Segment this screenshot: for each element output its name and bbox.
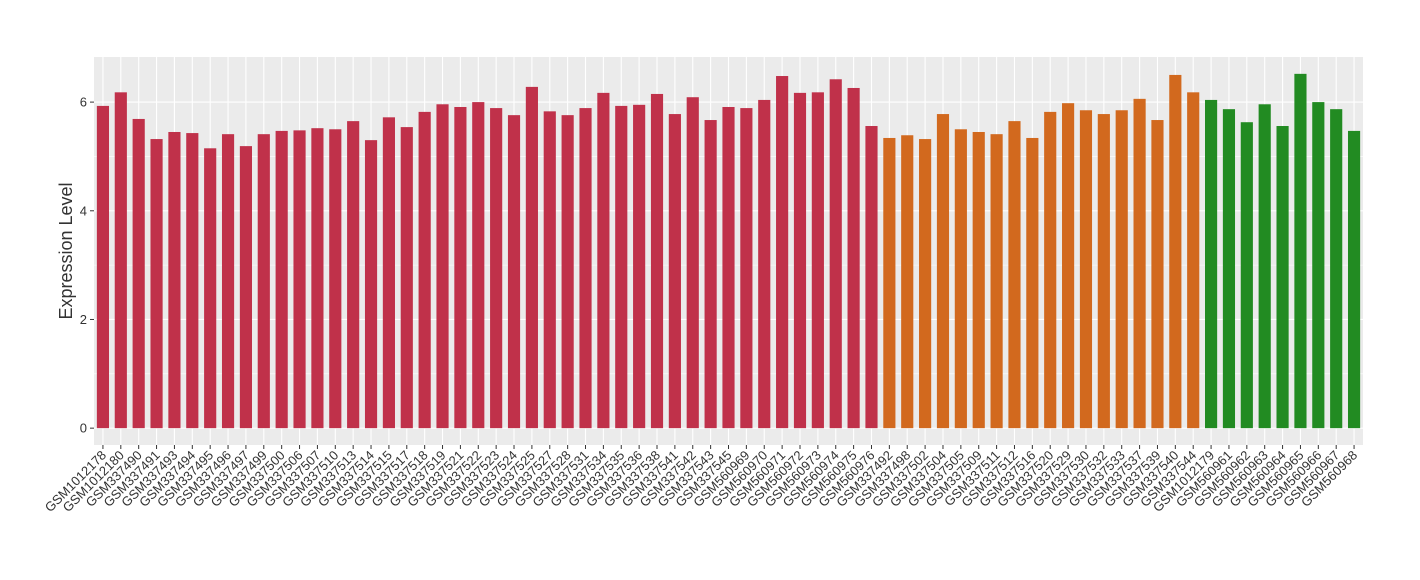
bar	[1169, 74, 1182, 429]
bar	[490, 108, 503, 429]
bar	[382, 117, 395, 429]
bar	[1330, 109, 1343, 429]
bar	[96, 105, 110, 429]
bar	[329, 129, 342, 429]
bar	[954, 129, 967, 429]
bar	[1222, 109, 1236, 429]
bar	[472, 102, 485, 429]
bar	[776, 76, 789, 429]
bar	[257, 134, 270, 429]
bar	[811, 92, 824, 429]
bar	[936, 114, 950, 429]
bar	[883, 137, 896, 429]
bar	[150, 139, 163, 429]
bar	[1079, 110, 1093, 429]
bar	[758, 99, 771, 429]
bar	[275, 130, 288, 429]
bar	[1008, 121, 1021, 429]
bar	[293, 130, 306, 429]
bar	[1347, 130, 1361, 429]
bar	[204, 148, 217, 429]
bar	[972, 131, 985, 429]
bar	[186, 133, 199, 429]
bar	[1276, 126, 1289, 429]
bar	[436, 104, 449, 429]
bar	[901, 135, 914, 429]
bar	[1312, 102, 1325, 429]
bar	[740, 108, 753, 429]
bar	[1097, 114, 1110, 429]
bar	[1151, 120, 1164, 429]
bar	[990, 134, 1003, 429]
bar	[1294, 73, 1307, 429]
bar	[1133, 98, 1146, 429]
bar	[114, 92, 127, 429]
bar	[311, 128, 324, 429]
bar	[1205, 99, 1218, 429]
bar	[615, 105, 628, 429]
bar	[132, 118, 145, 429]
bar	[1115, 110, 1128, 429]
bar	[704, 120, 717, 429]
y-tick-label: 0	[80, 421, 87, 436]
bar	[1062, 103, 1075, 429]
y-tick-label: 2	[80, 312, 87, 327]
bar	[650, 93, 664, 429]
bar	[347, 121, 360, 429]
bar	[543, 111, 556, 429]
bar	[1026, 137, 1039, 429]
bar	[168, 131, 181, 429]
bar	[561, 115, 574, 429]
bar	[793, 92, 807, 429]
bar	[454, 106, 467, 429]
bar	[919, 139, 932, 429]
bar	[829, 79, 842, 429]
bar	[418, 111, 431, 429]
bar	[633, 104, 646, 429]
bar	[847, 87, 860, 429]
bar	[722, 106, 735, 429]
bar	[1044, 111, 1057, 429]
bar	[364, 140, 378, 429]
bar	[865, 126, 878, 429]
bar	[1258, 104, 1271, 429]
bar	[400, 127, 413, 429]
bar	[579, 108, 592, 429]
bar	[507, 115, 521, 429]
y-tick-label: 6	[80, 95, 87, 110]
y-tick-label: 4	[80, 203, 87, 218]
bar	[1187, 92, 1200, 429]
bar	[525, 86, 538, 429]
y-axis-label: Expression Level	[56, 182, 76, 319]
bar	[597, 92, 610, 429]
bar	[239, 146, 252, 429]
bar	[1240, 122, 1253, 429]
bar	[686, 97, 699, 429]
bar	[221, 134, 235, 429]
bar	[668, 114, 681, 429]
